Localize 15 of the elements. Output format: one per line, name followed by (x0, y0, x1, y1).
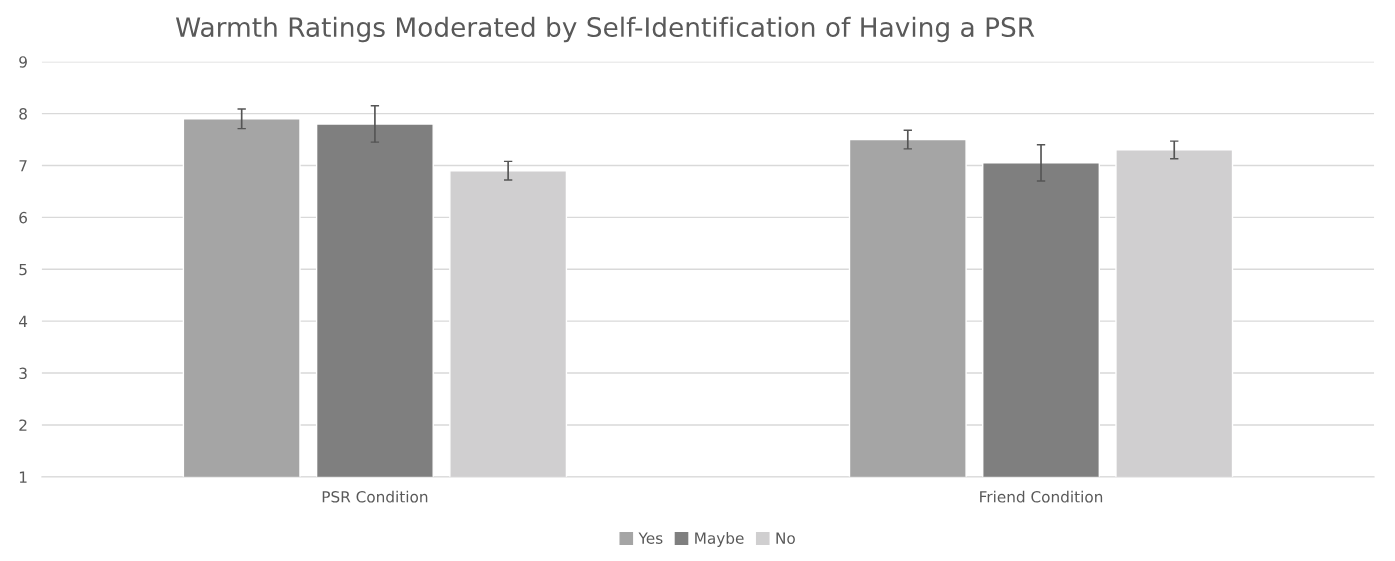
y-tick-label: 2 (19, 419, 27, 431)
y-tick-label: 8 (19, 108, 27, 120)
y-tick-label: 9 (19, 56, 27, 68)
y-tick-label: 3 (19, 367, 27, 380)
legend-label: Yes (638, 532, 663, 544)
y-tick-label: 1 (19, 471, 27, 483)
legend-label: No (776, 532, 795, 544)
legend-label: Maybe (695, 532, 744, 547)
y-tick-label: 5 (19, 263, 27, 276)
y-tick-label: 4 (18, 315, 28, 327)
chart-title: Warmth Ratings Moderated by Self-Identification of Having a PSR (175, 16, 1035, 43)
y-tick-label: 6 (19, 211, 27, 224)
y-tick-label: 7 (19, 160, 27, 172)
x-tick-label: PSR Condition (322, 490, 428, 503)
x-tick-label: Friend Condition (980, 490, 1103, 503)
